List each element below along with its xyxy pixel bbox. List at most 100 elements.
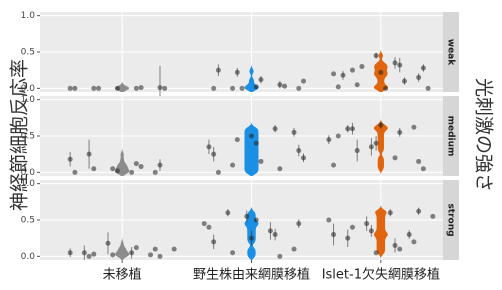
point <box>272 126 278 132</box>
point <box>296 148 302 154</box>
point <box>225 210 231 216</box>
point <box>397 246 403 252</box>
point <box>420 166 426 172</box>
point <box>397 129 403 135</box>
point <box>378 69 384 75</box>
point <box>401 78 407 84</box>
point <box>373 140 379 146</box>
point <box>296 85 302 91</box>
point <box>86 253 92 259</box>
point <box>253 140 259 146</box>
point <box>349 126 355 132</box>
point <box>133 161 139 167</box>
point <box>133 85 139 91</box>
point <box>392 242 398 248</box>
point <box>129 169 135 175</box>
point <box>215 67 221 73</box>
point <box>359 64 365 70</box>
violin <box>373 119 388 175</box>
point <box>91 166 97 172</box>
point <box>392 155 398 161</box>
point <box>411 124 417 130</box>
point <box>258 77 264 83</box>
point <box>171 246 177 252</box>
y-tick-label: 1.0 <box>21 179 36 189</box>
point <box>326 137 332 143</box>
point <box>340 72 346 78</box>
point <box>211 151 217 157</box>
point <box>133 245 139 251</box>
point <box>277 166 283 172</box>
point <box>244 213 250 219</box>
y-tick-label: 1.0 <box>21 95 36 105</box>
violin <box>244 122 259 176</box>
point <box>234 137 240 143</box>
y-tick-label: 0.5 <box>21 132 35 142</box>
point <box>378 122 384 128</box>
point <box>96 85 102 91</box>
point <box>157 162 163 168</box>
point <box>368 144 374 150</box>
point <box>230 250 236 256</box>
point <box>411 239 417 245</box>
point <box>206 144 212 150</box>
point <box>105 240 111 246</box>
point <box>425 85 431 91</box>
point <box>148 252 154 258</box>
point <box>230 85 236 91</box>
point <box>67 250 73 256</box>
point <box>364 221 370 227</box>
point <box>331 162 337 168</box>
y-tick-label: 0.0 <box>21 168 36 178</box>
strip-background <box>443 12 459 92</box>
y-tick-label: 0.0 <box>21 84 36 94</box>
point <box>230 162 236 168</box>
point <box>349 224 355 230</box>
point <box>67 156 73 162</box>
point <box>392 60 398 66</box>
point <box>211 239 217 245</box>
point <box>420 65 426 71</box>
point <box>114 85 120 91</box>
point <box>430 213 436 219</box>
x-tick-label: 野生株由来網膜移植 <box>193 268 310 283</box>
point <box>326 217 332 223</box>
point <box>397 62 403 68</box>
x-tick-label: 未移植 <box>103 268 142 283</box>
violin <box>115 237 130 260</box>
point <box>215 169 221 175</box>
point <box>331 232 337 238</box>
point <box>201 221 207 227</box>
point <box>162 85 168 91</box>
point <box>72 85 78 91</box>
point <box>114 168 120 174</box>
strip-label: strong <box>446 203 456 236</box>
point <box>234 69 240 75</box>
point <box>67 85 73 91</box>
point <box>387 210 393 216</box>
y-axis-label: 神経節細胞反応率 <box>9 59 31 211</box>
point <box>86 151 92 157</box>
point <box>81 250 87 256</box>
y-tick-label: 1.0 <box>21 11 36 21</box>
point <box>72 169 78 175</box>
strip-background <box>443 180 459 260</box>
point <box>206 224 212 230</box>
point <box>249 133 254 139</box>
facet-title: 光刺激の強さ <box>473 78 495 192</box>
point <box>138 85 144 91</box>
point <box>277 253 283 259</box>
point <box>157 85 163 91</box>
point <box>110 252 116 258</box>
point <box>129 250 135 256</box>
y-tick-label: 0.5 <box>21 48 35 58</box>
point <box>345 235 351 241</box>
point <box>296 221 302 227</box>
point <box>406 232 412 238</box>
point <box>249 235 254 241</box>
point <box>91 251 97 257</box>
point <box>335 84 341 90</box>
strip-background <box>443 96 459 176</box>
x-tick-label: Islet-1欠失網膜移植 <box>322 267 440 283</box>
point <box>331 71 337 77</box>
